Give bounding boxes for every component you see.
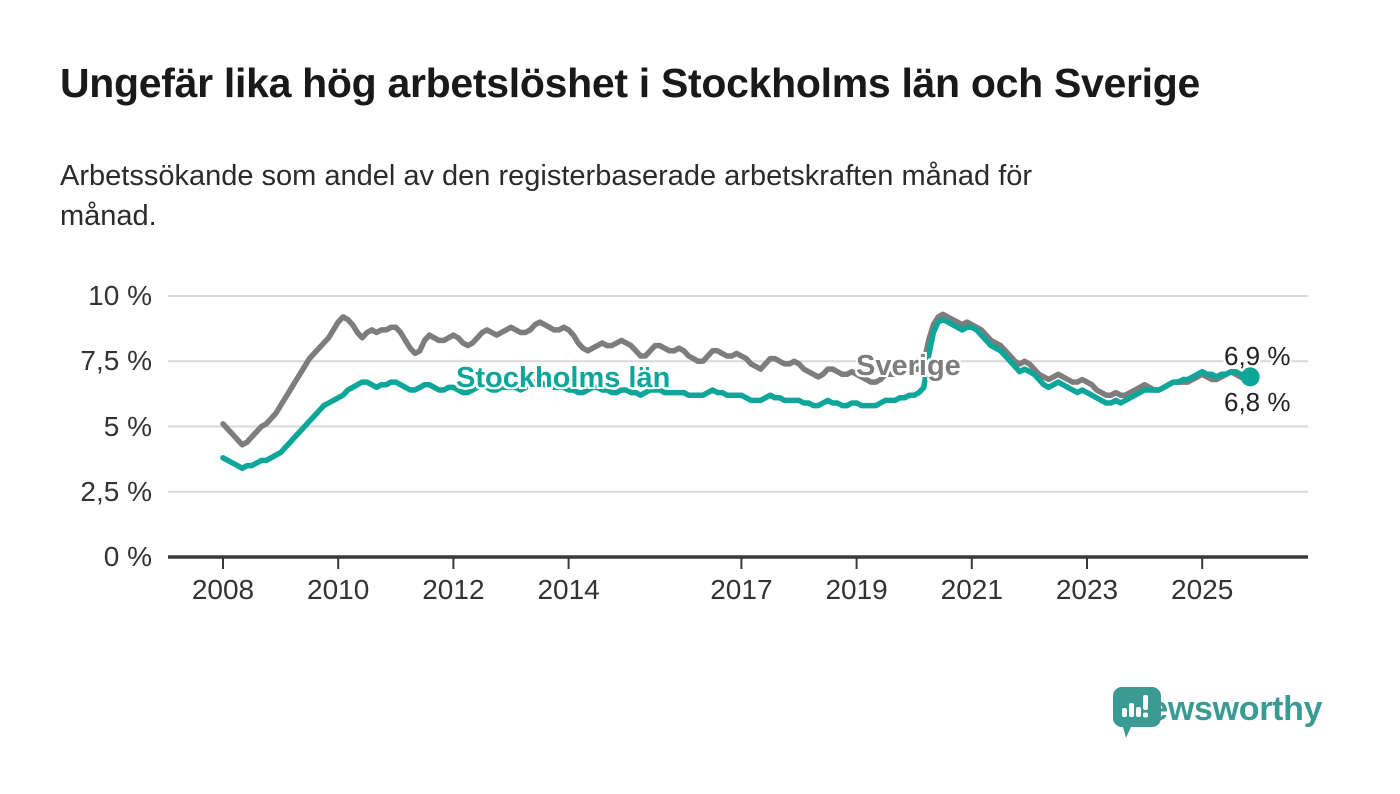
- chart-subtitle: Arbetssökande som andel av den registerb…: [60, 160, 1033, 233]
- end-value-label-stockholms-lan: 6,9 %: [1224, 341, 1291, 371]
- x-tick-label: 2012: [422, 574, 485, 605]
- y-tick-label: 5 %: [103, 410, 152, 442]
- x-tick-label: 2021: [940, 574, 1003, 605]
- bar-chart-speech-bubble-icon: [1113, 687, 1161, 738]
- latest-value-dot: [1240, 367, 1260, 387]
- y-tick-label: 7,5 %: [80, 345, 152, 377]
- y-tick-label: 2,5 %: [80, 475, 152, 507]
- newsworthy-branding: Newsworthy: [1113, 687, 1323, 738]
- x-tick-label: 2019: [825, 574, 888, 605]
- x-tick-label: 2008: [191, 574, 255, 605]
- end-value-label-sverige: 6,8 %: [1224, 387, 1291, 417]
- x-tick-label: 2017: [710, 574, 773, 605]
- series-line-stockholms-l-n: [220, 316, 1253, 472]
- series-label-stockholms-lan: Stockholms län: [456, 362, 671, 394]
- x-tick-label: 2023: [1055, 574, 1119, 605]
- series-line-sverige: [220, 311, 1253, 448]
- y-tick-label: 10 %: [88, 280, 152, 311]
- x-tick-label: 2010: [307, 574, 370, 605]
- y-tick-label: 0 %: [103, 541, 152, 572]
- x-tick-label: 2014: [537, 574, 600, 605]
- page-title: Ungefär lika hög arbetslöshet i Stockhol…: [60, 60, 1201, 106]
- x-tick-label: 2025: [1171, 574, 1234, 605]
- series-label-sverige: Sverige: [856, 350, 961, 382]
